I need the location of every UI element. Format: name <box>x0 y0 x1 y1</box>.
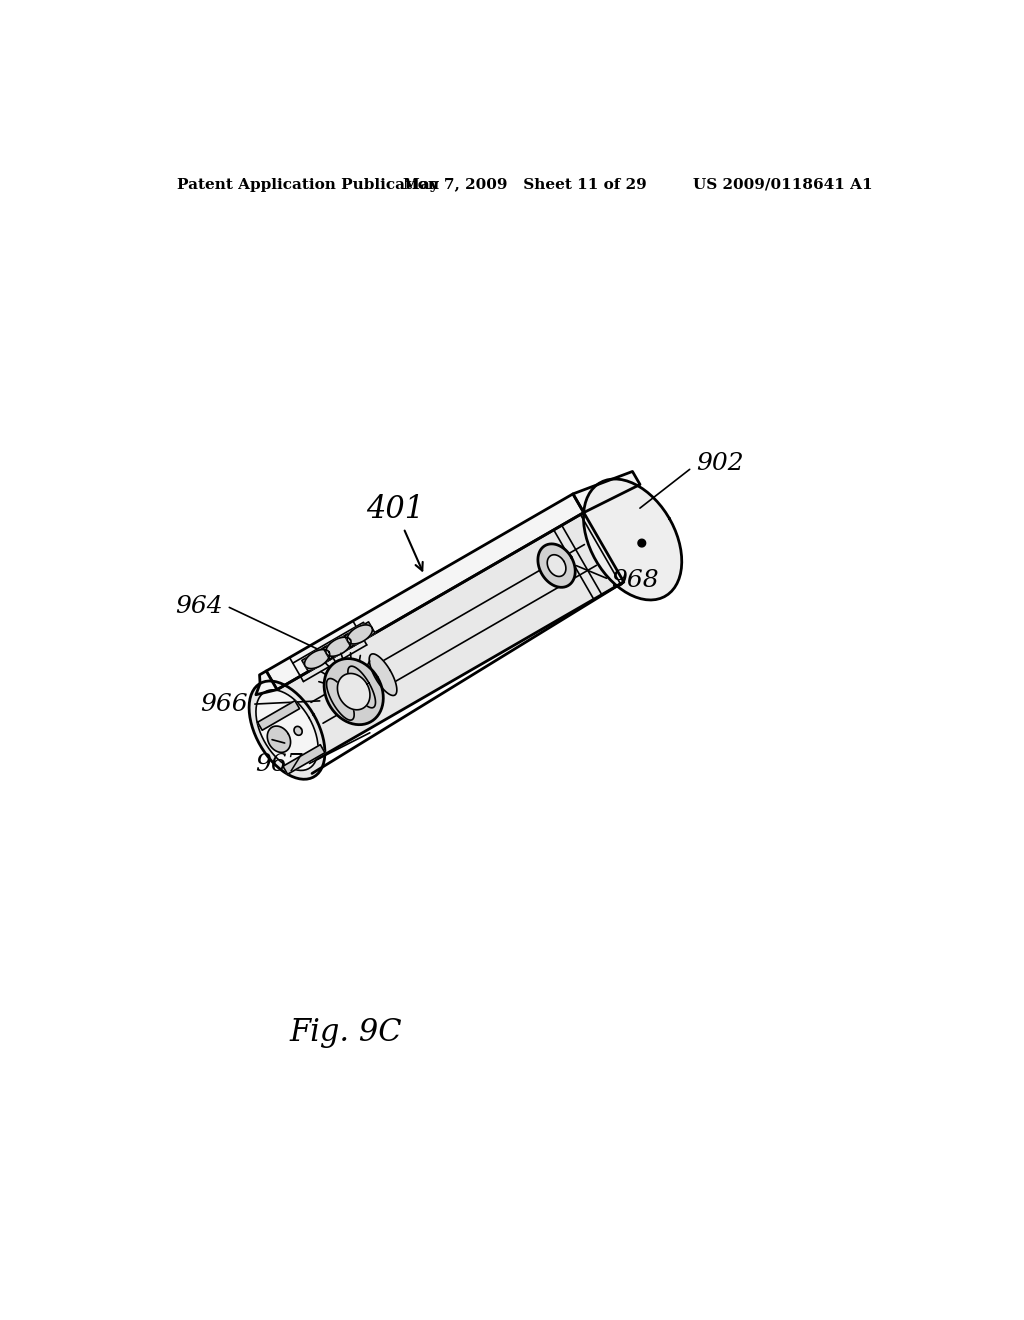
Polygon shape <box>573 471 640 512</box>
Text: 966: 966 <box>201 693 248 715</box>
Polygon shape <box>302 647 333 672</box>
Text: 401: 401 <box>367 494 425 570</box>
Polygon shape <box>638 539 646 546</box>
Polygon shape <box>338 673 370 710</box>
Polygon shape <box>370 653 397 696</box>
Polygon shape <box>326 638 351 656</box>
Text: May 7, 2009   Sheet 11 of 29: May 7, 2009 Sheet 11 of 29 <box>402 178 647 191</box>
Polygon shape <box>347 624 373 644</box>
Polygon shape <box>304 649 330 668</box>
Polygon shape <box>325 659 383 725</box>
Polygon shape <box>324 634 353 659</box>
Text: 967: 967 <box>256 754 303 776</box>
Polygon shape <box>266 494 584 689</box>
Polygon shape <box>327 678 354 721</box>
Polygon shape <box>267 726 291 752</box>
Polygon shape <box>258 701 300 730</box>
Polygon shape <box>283 744 325 775</box>
Text: 902: 902 <box>695 453 743 475</box>
Polygon shape <box>348 667 376 708</box>
Text: Fig. 9C: Fig. 9C <box>290 1016 402 1048</box>
Text: 964: 964 <box>175 595 223 618</box>
Polygon shape <box>344 622 375 647</box>
Text: 968: 968 <box>610 569 658 593</box>
Polygon shape <box>256 671 278 694</box>
Text: Patent Application Publication: Patent Application Publication <box>177 178 438 191</box>
Polygon shape <box>256 690 318 771</box>
Polygon shape <box>278 512 624 759</box>
Polygon shape <box>538 544 575 587</box>
Polygon shape <box>294 726 302 735</box>
Text: US 2009/0118641 A1: US 2009/0118641 A1 <box>693 178 872 191</box>
Polygon shape <box>249 681 325 779</box>
Polygon shape <box>584 479 682 601</box>
Polygon shape <box>547 554 566 577</box>
